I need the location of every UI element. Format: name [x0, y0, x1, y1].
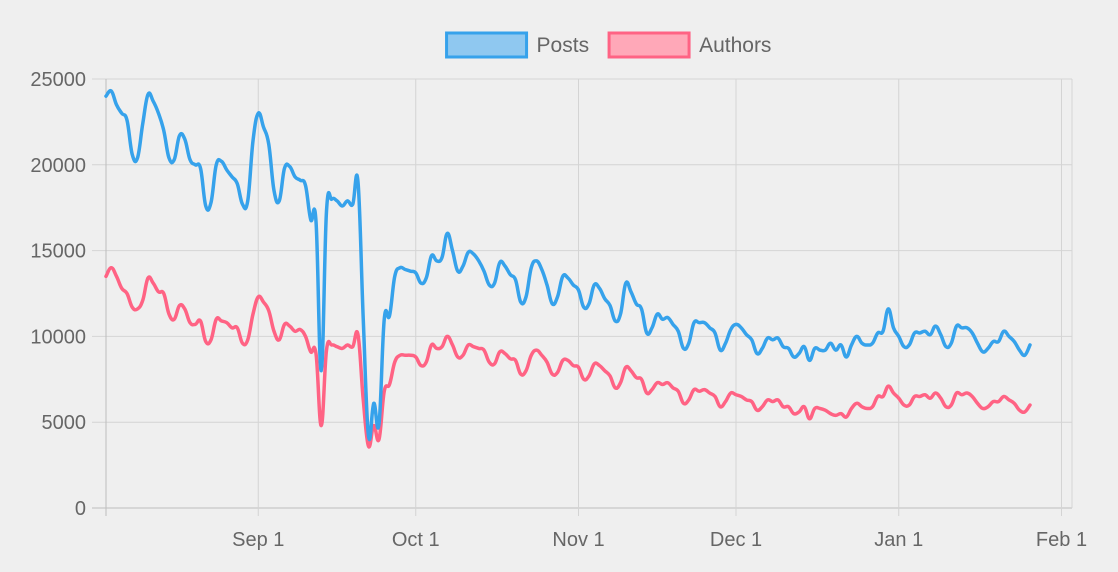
- y-tick-label: 20000: [30, 155, 86, 177]
- y-tick-label: 25000: [30, 69, 86, 91]
- y-tick-label: 10000: [30, 326, 86, 348]
- y-axis: 0 5000 10000 15000 20000 25000: [30, 69, 86, 520]
- legend: Posts Authors: [445, 31, 771, 59]
- x-tick-label: Nov 1: [552, 529, 604, 551]
- x-tick-label: Sep 1: [232, 529, 284, 551]
- y-tick-label: 5000: [42, 412, 87, 434]
- series-lines: [104, 88, 1032, 449]
- legend-label: Posts: [537, 34, 590, 57]
- grid: [92, 78, 1073, 516]
- legend-swatch: [607, 31, 691, 59]
- series-line-authors: [104, 266, 1032, 449]
- x-tick-label: Oct 1: [392, 529, 440, 551]
- x-axis: Sep 1 Oct 1 Nov 1 Dec 1 Jan 1 Feb 1: [232, 529, 1087, 551]
- legend-label: Authors: [699, 34, 771, 57]
- legend-item-authors[interactable]: Authors: [607, 31, 771, 59]
- legend-swatch: [445, 31, 529, 59]
- y-tick-label: 15000: [30, 241, 86, 263]
- x-tick-label: Jan 1: [874, 529, 923, 551]
- x-tick-label: Dec 1: [710, 529, 762, 551]
- y-tick-label: 0: [75, 498, 86, 520]
- series-line-posts: [104, 88, 1032, 442]
- legend-item-posts[interactable]: Posts: [445, 31, 590, 59]
- x-tick-label: Feb 1: [1036, 529, 1087, 551]
